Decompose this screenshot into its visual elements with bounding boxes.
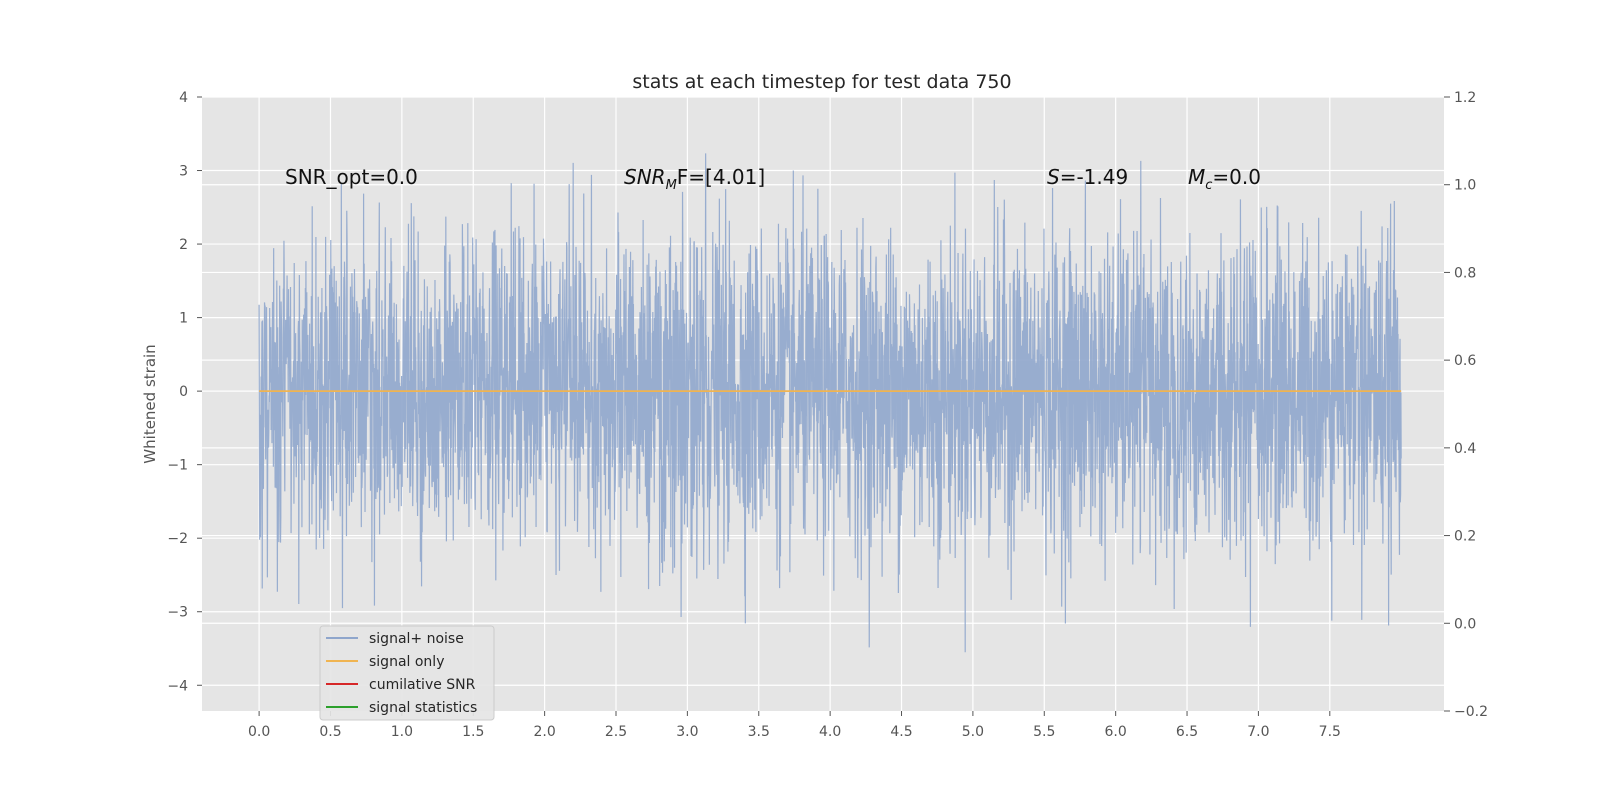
legend-label-signal-statistics: signal statistics [369,700,477,716]
series-layer [258,153,1402,653]
y2-tick-label: 0.0 [1454,616,1476,632]
annotations: SNR_opt=0.0 SNRMF=[4.01] S=-1.49 Mc=0.0 [285,165,1261,193]
y-tick-label: 0 [179,384,188,400]
legend-label-cumulative-snr: cumilative SNR [369,677,476,693]
annotation-s-main: S [1047,165,1060,189]
y2-tick-label: 1.0 [1454,178,1476,194]
x-tick-label: 0.0 [248,724,270,740]
y-axis-label: Whitened strain [141,344,159,463]
annotation-snr-mf-rest: F=[4.01] [677,165,765,189]
x-tick-label: 5.5 [1033,724,1055,740]
y-tick-label: 4 [179,90,188,106]
legend-label-signal-only: signal only [369,654,444,670]
y-tick-label: −2 [167,531,188,547]
x-tick-label: 6.5 [1176,724,1198,740]
legend: signal+ noise signal only cumilative SNR… [319,625,495,721]
annotation-snr-mf-main: SNR [624,165,666,189]
annotation-s-rest: =-1.49 [1060,165,1129,189]
x-tick-label: 1.5 [462,724,484,740]
x-tick-label: 0.5 [319,724,341,740]
x-tick-label: 3.5 [748,724,770,740]
y-tick-label: −4 [167,678,188,694]
annotation-mc: Mc=0.0 [1188,165,1261,193]
x-tick-label: 1.0 [391,724,413,740]
annotation-snr-mf: SNRMF=[4.01] [624,165,765,193]
annotation-mc-main: M [1188,165,1205,189]
y2-tick-label: 1.2 [1454,90,1476,106]
x-tick-label: 5.0 [962,724,984,740]
y-tick-label: −3 [167,605,188,621]
x-tick-label: 4.0 [819,724,841,740]
y2-tick-label: −0.2 [1454,704,1488,720]
annotation-snr-opt: SNR_opt=0.0 [285,165,418,189]
y2-tick-label: 0.2 [1454,529,1476,545]
annotation-s: S=-1.49 [1047,165,1128,189]
annotation-snr-mf-sub: M [666,178,677,193]
x-tick-label: 2.0 [533,724,555,740]
annotation-mc-sub: c [1205,178,1212,193]
annotation-mc-rest: =0.0 [1212,165,1261,189]
y2-tick-label: 0.4 [1454,441,1476,457]
series-signal-noise [258,153,1402,653]
x-tick-label: 7.5 [1319,724,1341,740]
y2-tick-label: 0.8 [1454,265,1476,281]
x-tick-label: 2.5 [605,724,627,740]
y2-tick-label: 0.6 [1454,353,1476,369]
y-tick-label: 1 [179,311,188,327]
x-tick-label: 3.0 [676,724,698,740]
y-tick-label: 2 [179,237,188,253]
chart-title: stats at each timestep for test data 750 [632,71,1011,93]
y-tick-label: −1 [167,458,188,474]
legend-label-signal-noise: signal+ noise [369,631,464,647]
axis-layer: 0.0 0.5 1.0 1.5 2.0 2.5 3.0 3.5 4.0 4.5 5.0 5.5 6.0 6… [167,90,1488,740]
x-tick-label: 6.0 [1105,724,1127,740]
x-tick-label: 7.0 [1247,724,1269,740]
legend-box [319,625,495,721]
y-tick-label: 3 [179,164,188,180]
x-tick-label: 4.5 [890,724,912,740]
